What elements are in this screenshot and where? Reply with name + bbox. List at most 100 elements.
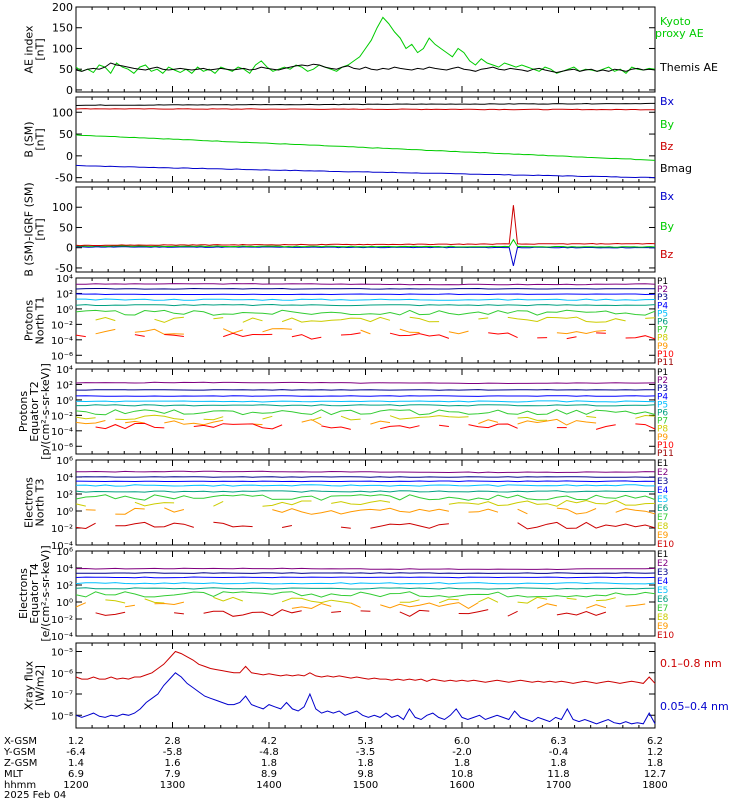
ytick-5-1: 10⁴ [56,473,73,484]
axis-cell-2-1: -4.8 [259,747,279,758]
channel-line-4-8 [380,425,420,430]
channel-line-6-6 [213,596,243,602]
channel-line-5-0 [75,470,656,474]
channel-line-3-8 [291,334,322,340]
channel-line-4-8 [439,424,449,427]
legend-E3-5: E3 [657,477,668,487]
series-line-igrf-2 [75,205,656,247]
axis-cell-1-4: 1300 [160,780,185,791]
channel-line-3-8 [164,334,184,337]
axis-cell-0-1: -6.4 [66,747,86,758]
ylabel-1-1: [nT] [34,128,47,150]
axis-cell-4-4: 1600 [449,780,474,791]
axis-cell-1-1: -5.8 [163,747,183,758]
legend-P5-4: P5 [657,400,668,410]
legend-P6-4: P6 [657,409,668,419]
ytick-1-0: -50 [55,172,73,185]
ytick-3-5: 10⁻⁶ [51,351,73,362]
legend-xray-long: 0.1–0.8 nm [660,657,722,670]
channel-line-5-8 [75,522,96,530]
channel-line-3-7 [95,328,116,335]
legend-E4-6: E4 [657,577,669,587]
channel-line-5-7 [468,508,499,513]
ylabel-4-2: [p/(cm²-s-sr-keV)] [39,363,52,460]
legend-P3-3: P3 [657,293,668,303]
channel-line-4-1 [76,389,655,391]
channel-line-5-6 [75,503,86,507]
legend-E9-6: E9 [657,622,669,632]
axis-cell-2-4: 1400 [256,780,281,791]
axis-cell-1-3: 7.9 [165,769,181,780]
channel-line-3-8 [134,334,145,337]
channel-line-4-2 [75,395,656,397]
axis-cell-6-1: 1.2 [647,747,663,758]
channel-line-5-2 [75,480,656,483]
legend-P2-4: P2 [657,376,668,386]
channel-line-5-6 [213,500,224,507]
legend-P9-4: P9 [657,433,668,443]
series-line-xray-0 [75,650,656,684]
ytick-4-3: 10⁻² [51,411,73,422]
axis-cell-0-4: 1200 [63,780,88,791]
ylabel-0-0: AE index [23,25,36,74]
axis-row-label-1: Y-GSM [3,747,36,758]
channel-line-6-2 [75,576,656,579]
ylabel-3-0: Protons [23,300,36,341]
axis-cell-1-2: 1.6 [165,758,181,769]
channel-line-3-6 [154,316,184,323]
channel-line-6-8 [95,611,126,616]
channel-line-5-8 [115,521,194,528]
channel-line-6-7 [291,602,332,610]
ylabel-6-0: Electrons [17,568,30,619]
ytick-0-2: 100 [52,42,73,55]
channel-line-3-7 [134,328,184,335]
channel-line-6-6 [438,598,459,604]
legend-E2-6: E2 [657,559,668,569]
axis-cell-1-0: 2.8 [165,736,181,747]
channel-line-3-7 [399,328,420,333]
channel-line-3-3 [76,298,656,301]
legend-E1-6: E1 [657,550,668,560]
channel-line-4-4 [76,404,656,407]
channel-line-5-7 [164,507,185,513]
axis-cell-5-0: 6.3 [551,736,567,747]
axis-cell-3-3: 9.8 [358,769,374,780]
legend-P8-4: P8 [657,425,668,435]
ytick-3-0: 10⁴ [56,274,73,285]
channel-line-6-7 [154,601,185,606]
legend-xray-short: 0.05–0.4 nm [660,700,729,713]
ytick-1-2: 50 [59,128,73,141]
channel-line-5-7 [272,507,450,515]
channel-line-3-7 [448,330,469,335]
channel-line-5-6 [262,500,312,507]
ytick-1-3: 100 [52,106,73,119]
axis-row-label-0: X-GSM [4,736,37,747]
ylabel-3-1: North T1 [34,297,47,345]
channel-line-4-6 [340,415,361,421]
channel-line-5-8 [517,521,656,530]
series-line-bsm-3 [75,102,655,106]
ytick-6-2: 10² [56,581,73,592]
legend-E9-5: E9 [657,531,669,541]
channel-line-3-7 [222,328,243,334]
legend-P10-3: P10 [657,350,674,360]
legend-E1-5: E1 [657,459,668,469]
channel-line-6-6 [566,597,577,600]
ylabel-6-1: Equator T4 [28,563,41,623]
channel-line-3-6 [213,317,224,320]
panel-frame-0 [75,6,656,93]
channel-line-3-2 [75,293,656,296]
axis-cell-3-2: 1.8 [358,758,374,769]
ylabel-7-0: Xray flux [23,660,36,710]
axis-cell-6-2: 1.8 [647,758,663,769]
legend-igrf-Bz: Bz [660,248,674,261]
channel-line-3-8 [566,336,577,340]
channel-line-3-5 [75,309,656,316]
legend-E8-6: E8 [657,613,669,623]
ylabel-6-2: [e/(cm²-s-sr-keV)] [39,545,52,641]
ytick-5-4: 10⁻² [51,524,73,535]
ylabel-5-1: North T3 [34,479,47,527]
channel-line-4-6 [203,416,224,421]
axis-cell-4-1: -2.0 [452,747,472,758]
ytick-4-0: 10⁴ [56,365,73,376]
